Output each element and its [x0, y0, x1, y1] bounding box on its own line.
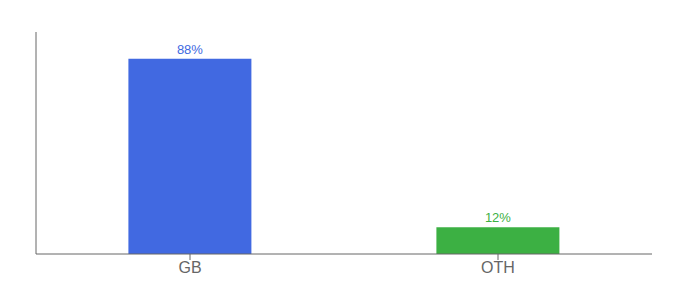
svg-text:12%: 12%: [485, 210, 511, 225]
svg-text:88%: 88%: [177, 42, 203, 57]
svg-text:OTH: OTH: [481, 259, 515, 276]
svg-text:GB: GB: [178, 259, 201, 276]
